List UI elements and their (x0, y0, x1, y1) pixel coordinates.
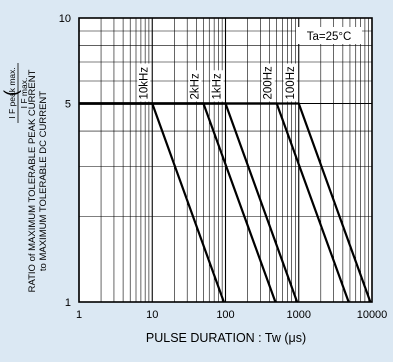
series-label-background (283, 63, 297, 102)
fraction-paren-left: ( (1, 90, 21, 96)
series-label-group-10khz: 10kHz (137, 63, 151, 102)
series-label-background (137, 63, 151, 102)
series-labels: 10kHz 2kHz 1kHz 200Hz 100Hz (137, 63, 297, 102)
y-axis-label-line-2: to MAXIMUM TOLERABLE DC CURRENT (38, 91, 49, 271)
series-label-background (261, 63, 275, 102)
y-axis-label-line-1: RATIO of MAXIMUM TOLERABLE PEAK CURRENT (27, 69, 38, 292)
x-tick-label: 10 (146, 309, 158, 321)
series-label-group-200hz: 200Hz (261, 63, 275, 102)
series-label-100hz: 100Hz (285, 66, 297, 99)
y-axis-label: RATIO of MAXIMUM TOLERABLE PEAK CURRENT … (27, 69, 49, 292)
tick-labels: 1 10 100 1000 10000 1 5 10 (59, 13, 388, 321)
x-tick-label: 100 (216, 309, 234, 321)
fraction-denominator: I F max. (19, 78, 29, 109)
x-axis-label: PULSE DURATION : Tw (μs) (146, 331, 306, 345)
temperature-annotation-box: Ta=25°C (296, 27, 362, 44)
y-tick-label: 10 (59, 13, 71, 25)
fraction-numerator: I F peak max. (7, 67, 17, 119)
series-label-200hz: 200Hz (263, 66, 275, 99)
x-tick-label: 1000 (287, 309, 311, 321)
series-label-group-1khz: 1kHz (210, 70, 224, 102)
series-label-2khz: 2kHz (189, 73, 201, 99)
series-label-background (188, 70, 202, 102)
plot-frame (78, 17, 373, 303)
x-tick-label: 1 (76, 309, 82, 321)
series-label-10khz: 10kHz (138, 67, 150, 100)
y-tick-label: 5 (65, 98, 71, 110)
series-label-group-100hz: 100Hz (283, 63, 297, 102)
y-tick-label: 1 (65, 297, 71, 309)
series-line-100hz (79, 102, 372, 303)
series-label-background (210, 70, 224, 102)
y-axis-fraction: ( I F peak max. I F max. (1, 63, 29, 123)
x-tick-label: 10000 (357, 309, 388, 321)
series-label-1khz: 1kHz (212, 73, 224, 99)
series-label-group-2khz: 2kHz (188, 70, 202, 102)
series-lines (79, 102, 372, 303)
temperature-annotation: Ta=25°C (307, 31, 352, 43)
